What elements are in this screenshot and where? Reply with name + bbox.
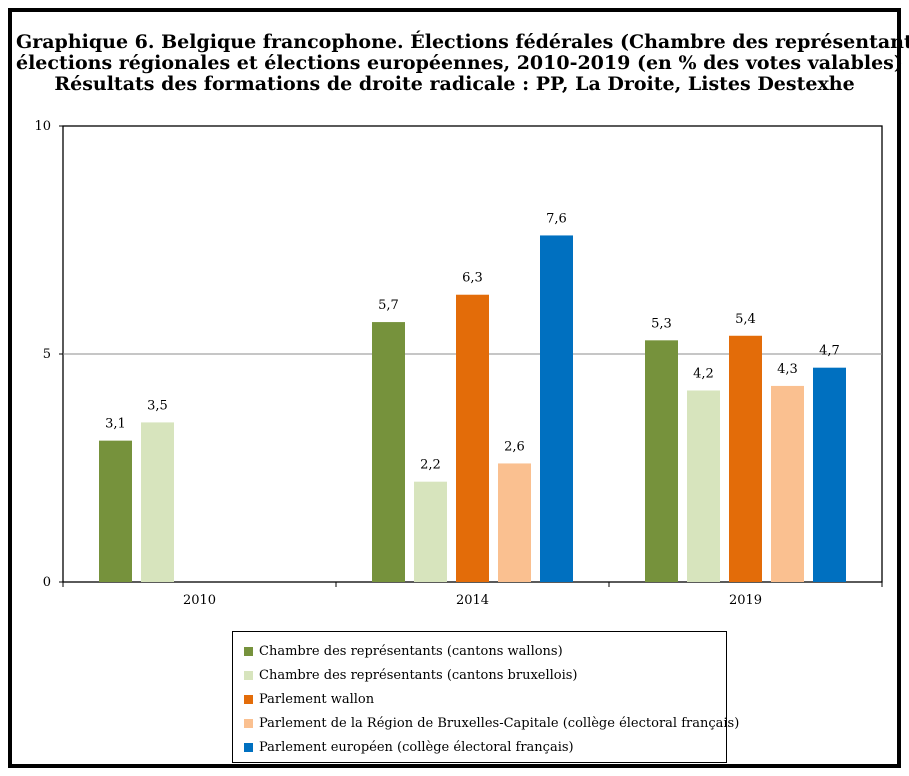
data-label: 2,6: [504, 439, 525, 454]
y-tick-label: 0: [43, 575, 51, 590]
data-label: 3,5: [147, 398, 168, 413]
data-label: 5,4: [735, 312, 756, 327]
data-label: 2,2: [420, 458, 441, 473]
legend-label: Parlement de la Région de Bruxelles-Capi…: [259, 715, 740, 731]
x-tick-label: 2010: [183, 593, 216, 608]
data-label: 6,3: [462, 271, 483, 286]
data-label: 4,7: [819, 344, 840, 359]
bar-2014-series-4: [498, 463, 531, 582]
bar-2019-series-3: [729, 335, 762, 582]
data-label: 5,7: [378, 298, 399, 313]
bar-2019-series-1: [645, 340, 678, 582]
legend-item-4: Parlement de la Région de Bruxelles-Capi…: [233, 711, 739, 735]
legend-item-3: Parlement wallon: [233, 687, 726, 711]
title-line-1: Graphique 6. Belgique francophone. Élect…: [16, 31, 909, 53]
x-tick-label: 2014: [456, 593, 489, 608]
bar-2014-series-5: [540, 235, 573, 582]
chart-title: Graphique 6. Belgique francophone. Élect…: [16, 31, 909, 95]
x-tick-label: 2019: [729, 593, 762, 608]
legend-swatch: [244, 742, 253, 752]
data-label: 3,1: [105, 417, 126, 432]
bar-2019-series-2: [687, 390, 720, 582]
legend-item-2: Chambre des représentants (cantons bruxe…: [233, 663, 726, 687]
legend-label: Parlement wallon: [259, 691, 375, 707]
bar-2014-series-3: [456, 294, 489, 582]
bar-2014-series-2: [414, 481, 447, 582]
legend-label: Chambre des représentants (cantons wallo…: [259, 643, 563, 659]
legend-item-1: Chambre des représentants (cantons wallo…: [233, 639, 726, 663]
legend-swatch: [244, 718, 253, 728]
bar-2019-series-5: [813, 367, 846, 582]
data-label: 5,3: [651, 316, 672, 331]
legend-label: Parlement européen (collège électoral fr…: [259, 739, 574, 755]
data-label: 4,3: [777, 362, 798, 377]
data-label: 7,6: [546, 211, 567, 226]
data-label: 4,2: [693, 366, 714, 381]
bar-2010-series-2: [141, 422, 174, 582]
legend-item-5: Parlement européen (collège électoral fr…: [233, 735, 726, 759]
bar-2014-series-1: [372, 322, 405, 582]
legend-swatch: [244, 694, 253, 704]
title-line-3: Résultats des formations de droite radic…: [54, 73, 855, 95]
chart-legend: Chambre des représentants (cantons wallo…: [232, 631, 739, 763]
bar-2019-series-4: [771, 385, 804, 582]
legend-swatch: [244, 670, 253, 680]
legend-label: Chambre des représentants (cantons bruxe…: [259, 667, 578, 683]
y-tick-label: 10: [34, 119, 51, 134]
title-line-2: élections régionales et élections europé…: [16, 52, 903, 74]
legend-swatch: [244, 646, 253, 656]
y-tick-label: 5: [43, 347, 51, 362]
bar-2010-series-1: [99, 440, 132, 582]
